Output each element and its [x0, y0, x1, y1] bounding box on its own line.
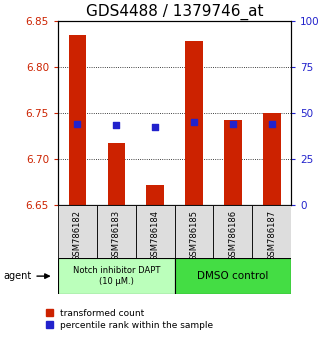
Point — [153, 124, 158, 130]
Text: agent: agent — [3, 271, 31, 281]
Bar — [69, 35, 86, 205]
Point — [230, 121, 236, 127]
Text: Notch inhibitor DAPT
(10 μM.): Notch inhibitor DAPT (10 μM.) — [72, 267, 160, 286]
Text: GSM786184: GSM786184 — [151, 210, 160, 261]
Point — [114, 122, 119, 128]
Bar — [175, 205, 213, 258]
Bar — [224, 120, 242, 205]
Title: GDS4488 / 1379746_at: GDS4488 / 1379746_at — [86, 4, 263, 20]
Bar — [108, 143, 125, 205]
Legend: transformed count, percentile rank within the sample: transformed count, percentile rank withi… — [46, 309, 213, 330]
Text: DMSO control: DMSO control — [197, 271, 269, 281]
Text: GSM786187: GSM786187 — [267, 210, 276, 261]
Bar — [146, 185, 164, 205]
Point — [269, 121, 274, 127]
Text: GSM786183: GSM786183 — [112, 210, 121, 261]
Text: GSM786185: GSM786185 — [190, 210, 199, 261]
Bar — [185, 41, 203, 205]
Text: GSM786186: GSM786186 — [228, 210, 237, 261]
Bar — [58, 205, 97, 258]
Point — [75, 121, 80, 127]
Bar — [97, 205, 136, 258]
Bar — [136, 205, 175, 258]
Bar — [213, 205, 252, 258]
Bar — [58, 258, 175, 294]
Bar — [263, 113, 281, 205]
Bar — [252, 205, 291, 258]
Text: GSM786182: GSM786182 — [73, 210, 82, 261]
Point — [191, 120, 197, 125]
Bar — [175, 258, 291, 294]
